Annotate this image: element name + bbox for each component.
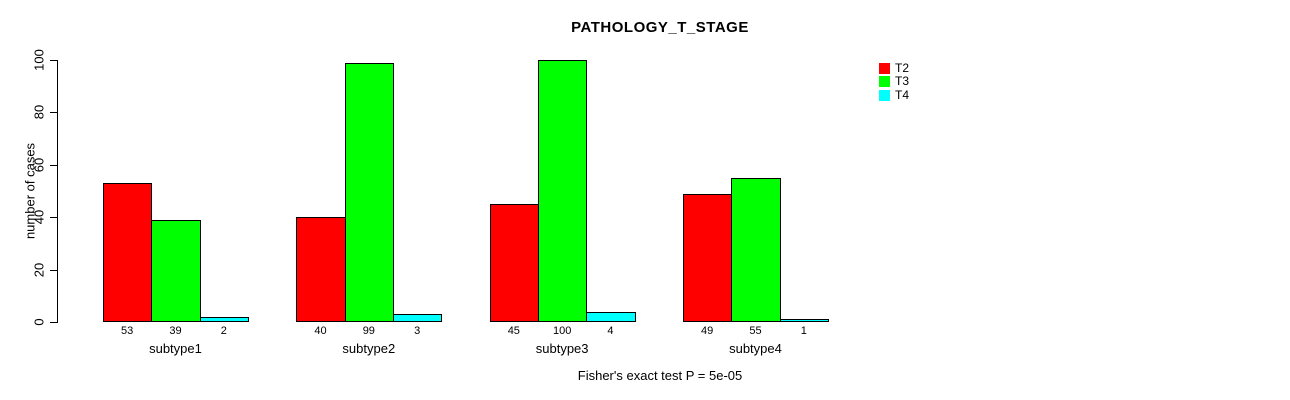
bar-t2-subtype2 (296, 217, 346, 322)
bar-t3-subtype3 (537, 60, 588, 322)
chart-title: PATHOLOGY_T_STAGE (571, 19, 749, 36)
bar-value-label: 40 (314, 325, 327, 337)
bar-value-label: 3 (414, 325, 421, 337)
y-axis-tick (50, 112, 57, 114)
bar-value-label: 49 (701, 325, 714, 337)
legend-label: T3 (895, 74, 910, 89)
y-axis-tick (50, 164, 57, 166)
bar-t3-subtype1 (151, 219, 201, 322)
category-label-subtype4: subtype4 (729, 341, 782, 356)
legend-item-t3: T3 (879, 74, 910, 89)
bar-t4-subtype4 (779, 319, 829, 322)
bar-t2-subtype1 (103, 183, 153, 322)
y-axis-tick-label: 40 (31, 209, 47, 225)
y-axis-line (57, 60, 58, 323)
legend-label: T4 (895, 87, 910, 102)
y-axis-tick (50, 60, 57, 61)
bar-t4-subtype3 (586, 311, 636, 322)
bar-value-label: 100 (552, 325, 572, 337)
legend-swatch-t4 (879, 89, 890, 101)
y-axis-tick-label: 0 (31, 318, 47, 326)
bar-t2-subtype4 (682, 193, 733, 322)
legend-item-t4: T4 (879, 87, 910, 102)
annotation-fisher-test: Fisher's exact test P = 5e-05 (577, 368, 743, 383)
bar-t4-subtype1 (199, 316, 249, 322)
y-axis-tick-label: 60 (31, 157, 47, 173)
legend-swatch-t3 (879, 76, 890, 88)
bar-value-label: 4 (607, 325, 614, 337)
legend-item-t2: T2 (879, 61, 910, 75)
bar-value-label: 2 (220, 325, 227, 337)
y-axis-tick (50, 217, 57, 219)
category-label-subtype2: subtype2 (342, 341, 396, 356)
bar-t3-subtype2 (344, 62, 394, 322)
legend-label: T2 (895, 61, 910, 75)
y-axis-tick-label: 20 (31, 262, 47, 277)
y-axis-tick-label: 100 (31, 49, 47, 71)
bar-value-label: 55 (749, 325, 762, 337)
bar-value-label: 39 (169, 325, 182, 337)
bar-t2-subtype3 (489, 204, 539, 322)
legend-swatch-t2 (879, 63, 890, 74)
bar-value-label: 1 (800, 325, 807, 337)
y-axis-tick-label: 80 (31, 105, 47, 120)
bar-t4-subtype2 (392, 314, 443, 322)
category-label-subtype3: subtype3 (535, 341, 589, 356)
bar-value-label: 99 (362, 325, 375, 337)
bar-value-label: 45 (507, 325, 520, 337)
y-axis-tick (50, 322, 57, 323)
bar-value-label: 53 (121, 325, 134, 337)
y-axis-tick (50, 269, 57, 271)
category-label-subtype1: subtype1 (149, 341, 202, 356)
bar-t3-subtype4 (731, 177, 781, 322)
